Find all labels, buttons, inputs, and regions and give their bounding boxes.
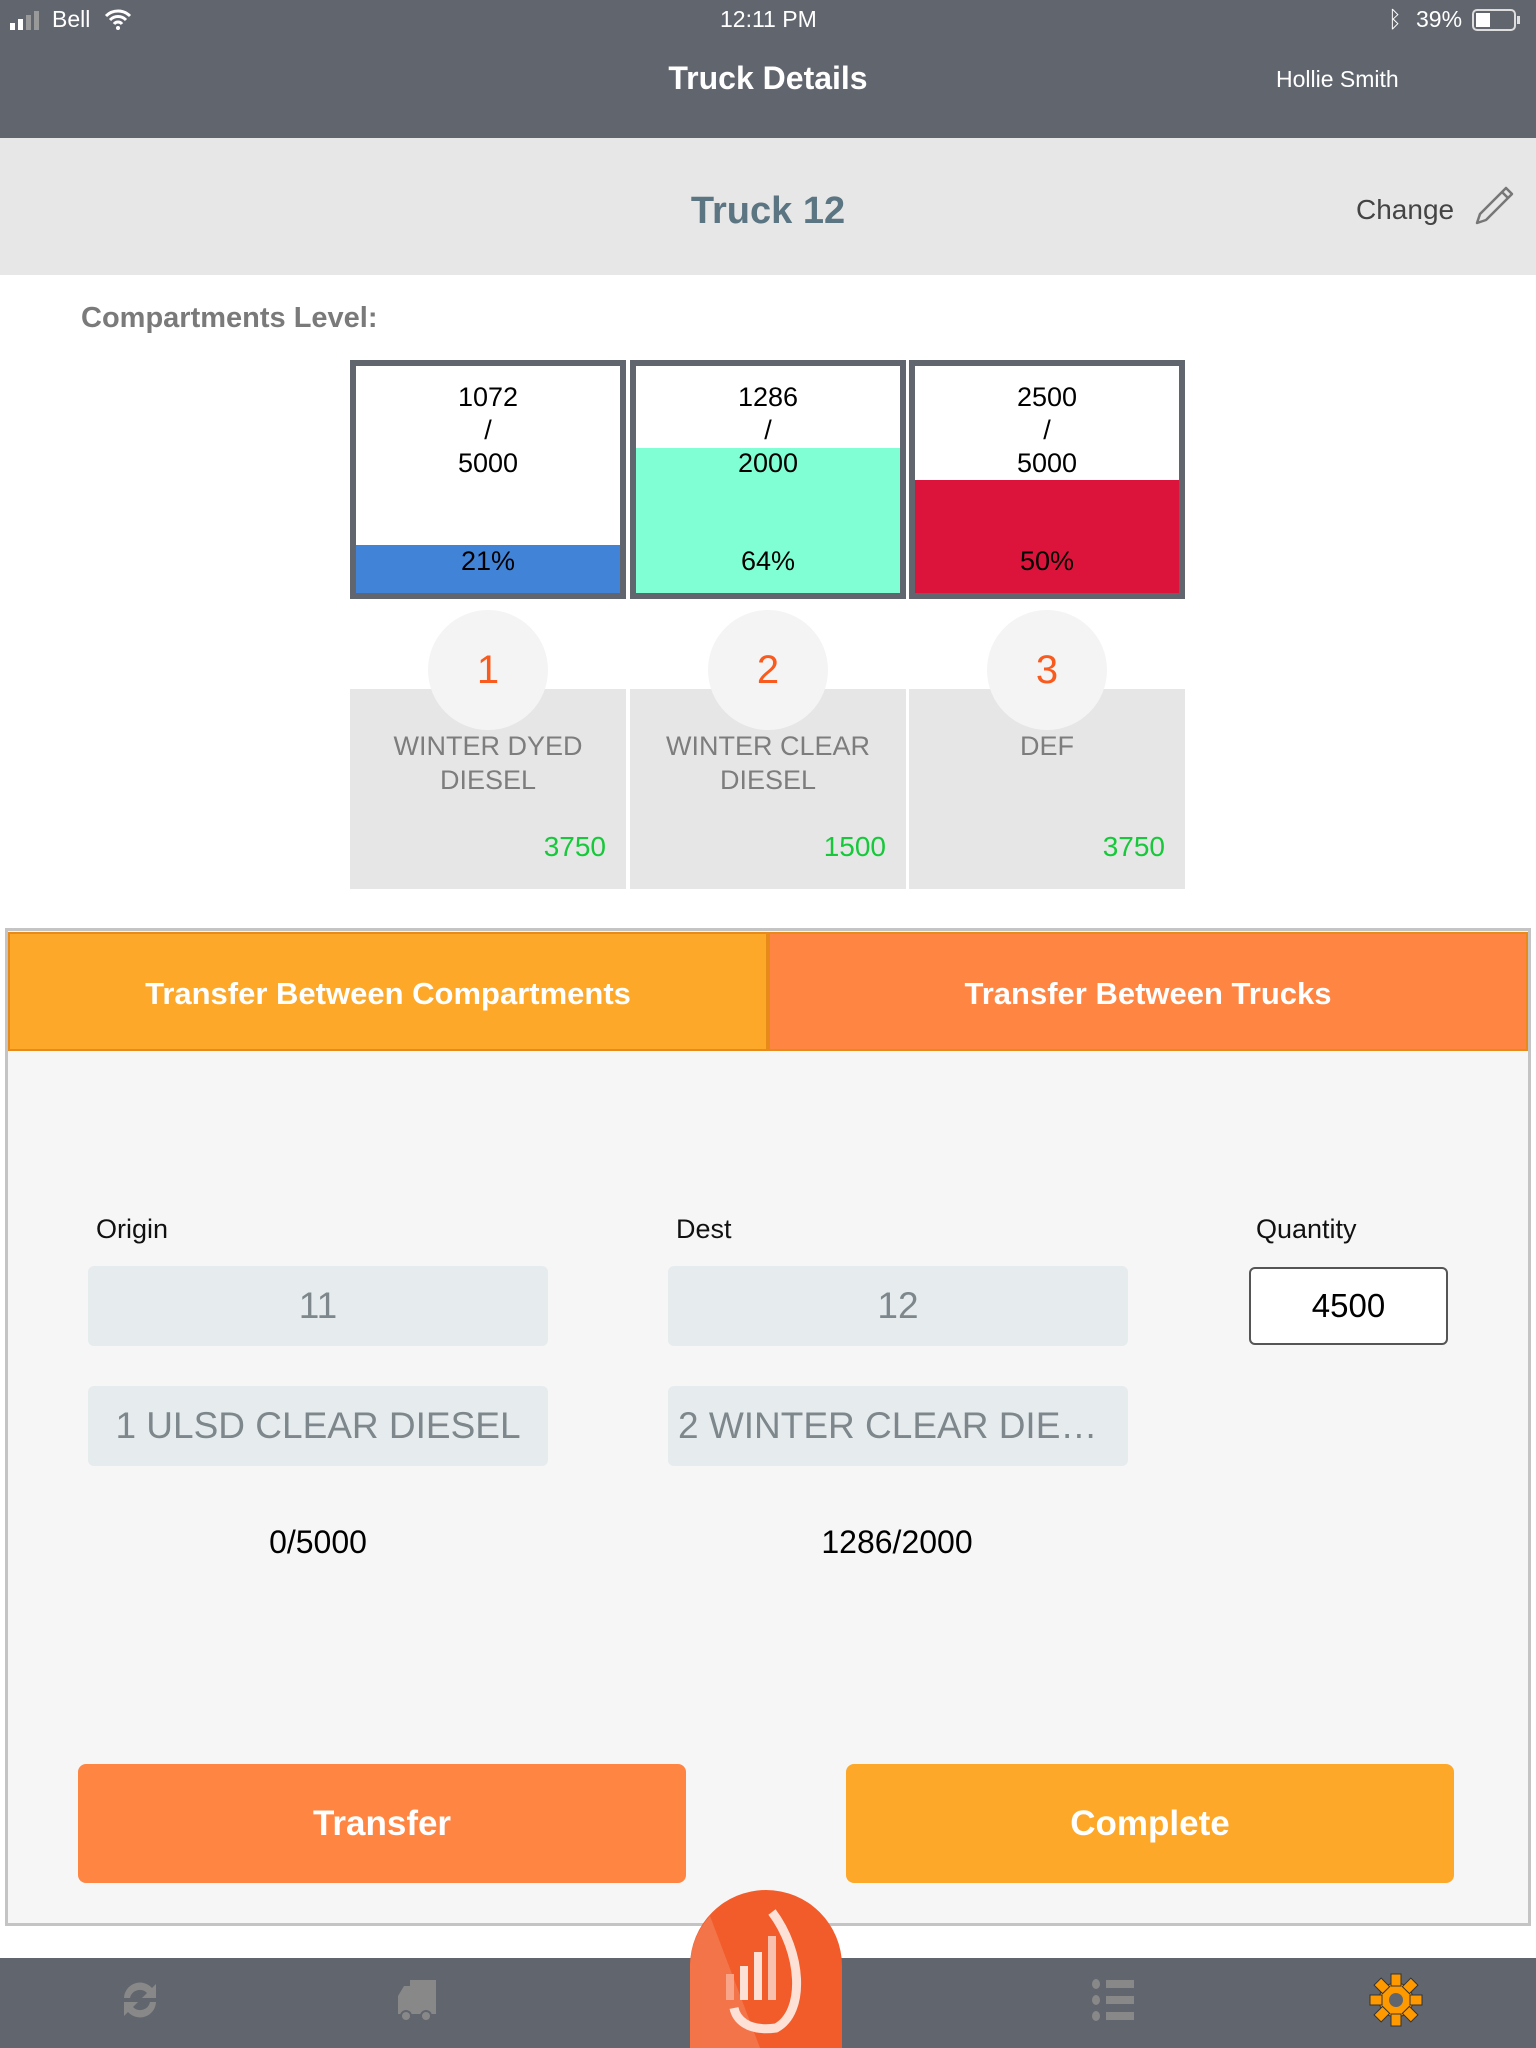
- complete-button[interactable]: Complete: [846, 1764, 1454, 1883]
- dest-truck-select[interactable]: 12: [668, 1266, 1128, 1346]
- compartments-label: Compartments Level:: [81, 302, 378, 334]
- signal-icon: [10, 11, 39, 30]
- capacity: 5000: [1016, 448, 1078, 478]
- capacity: 5000: [457, 448, 519, 478]
- compartment-tank[interactable]: 2500 / 5000 50%: [909, 360, 1185, 599]
- wifi-icon: [104, 9, 132, 30]
- product-name: WINTER DYED DIESEL: [393, 731, 583, 795]
- compartment-number: 1: [428, 610, 548, 730]
- clock: 12:11 PM: [720, 6, 817, 32]
- compartment-number: 3: [987, 610, 1107, 730]
- truck-name: Truck 12: [690, 190, 846, 232]
- compartment-number: 2: [708, 610, 828, 730]
- battery-icon: [1472, 9, 1520, 31]
- product-amount: 1500: [823, 831, 886, 862]
- pencil-icon[interactable]: [1472, 184, 1516, 228]
- carrier: Bell: [52, 6, 91, 32]
- transfer-button[interactable]: Transfer: [78, 1764, 686, 1883]
- dest-compartment-select[interactable]: 2 WINTER CLEAR DIESEL: [668, 1386, 1128, 1466]
- sync-icon[interactable]: [110, 1970, 170, 2030]
- product-amount: 3750: [543, 831, 606, 862]
- list-icon[interactable]: [1086, 1970, 1146, 2030]
- origin-label: Origin: [96, 1214, 169, 1244]
- capacity: 2000: [737, 448, 799, 478]
- change-truck-button[interactable]: Change: [1356, 194, 1455, 225]
- bluetooth-icon: ᛒ: [1388, 6, 1402, 32]
- user-name[interactable]: Hollie Smith: [1276, 66, 1399, 92]
- level-percent: 50%: [1019, 546, 1075, 576]
- compartment-tank[interactable]: 1072 / 5000 21%: [350, 360, 626, 599]
- product-name: DEF: [1020, 731, 1074, 761]
- separator: /: [1043, 415, 1051, 445]
- origin-truck-select[interactable]: 11: [88, 1266, 548, 1346]
- current-volume: 1072: [457, 382, 519, 412]
- origin-compartment-select[interactable]: 1 ULSD CLEAR DIESEL: [88, 1386, 548, 1466]
- level-fill: [915, 479, 1179, 593]
- level-percent: 21%: [460, 546, 516, 576]
- page-title: Truck Details: [668, 60, 868, 96]
- dest-level: 1286/2000: [821, 1524, 973, 1560]
- dest-label: Dest: [676, 1214, 732, 1244]
- level-percent: 64%: [740, 546, 796, 576]
- truck-bar: Truck 12 Change: [0, 138, 1536, 275]
- app-logo-button[interactable]: [690, 1886, 842, 2048]
- tab-transfer-between-compartments[interactable]: Transfer Between Compartments: [8, 932, 768, 1051]
- compartment-tank[interactable]: 1286 / 2000 64%: [630, 360, 906, 599]
- current-volume: 2500: [1016, 382, 1078, 412]
- origin-level: 0/5000: [269, 1524, 367, 1560]
- current-volume: 1286: [737, 382, 799, 412]
- header: Bell 12:11 PM ᛒ 39% Truck Details Hollie…: [0, 0, 1536, 138]
- product-amount: 3750: [1102, 831, 1165, 862]
- gear-icon[interactable]: [1366, 1970, 1426, 2030]
- battery-percent: 39%: [1416, 6, 1463, 32]
- product-name: WINTER CLEAR DIESEL: [665, 731, 871, 795]
- separator: /: [764, 415, 772, 445]
- quantity-label: Quantity: [1256, 1214, 1357, 1244]
- tab-transfer-between-trucks[interactable]: Transfer Between Trucks: [768, 932, 1528, 1051]
- level-fill: [356, 545, 620, 593]
- truck-icon[interactable]: [390, 1970, 450, 2030]
- level-fill: [636, 447, 900, 593]
- separator: /: [484, 415, 492, 445]
- quantity-input[interactable]: 4500: [1249, 1267, 1448, 1345]
